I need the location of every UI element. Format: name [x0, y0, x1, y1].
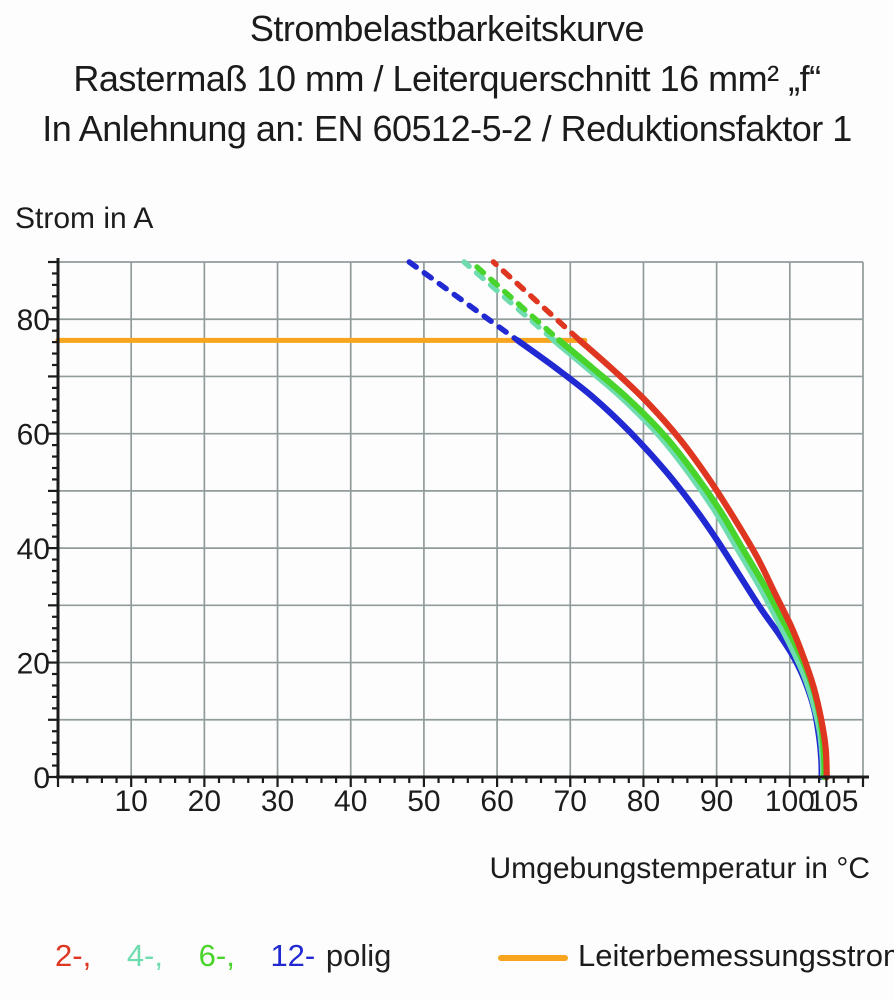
legend-item-2polig: 2-, [55, 938, 92, 973]
x-tick-label-10: 10 [114, 785, 147, 818]
curve-dashed-2-polig [490, 259, 583, 344]
legend-item-6polig: 6-, [198, 938, 235, 973]
x-tick-label-70: 70 [554, 785, 587, 818]
x-tick-label-80: 80 [627, 785, 660, 818]
rated-current-legend-label: Leiterbemessungsstrom [578, 938, 894, 973]
x-tick-label-60: 60 [480, 785, 513, 818]
curve-solid-2-polig [576, 337, 830, 781]
y-tick-label-20: 20 [17, 648, 50, 681]
x-tick-label-105: 105 [808, 785, 858, 818]
y-tick-label-80: 80 [17, 304, 50, 337]
curve-solid-4-polig [551, 337, 827, 781]
legend-item-4polig: 4-, [126, 938, 163, 973]
x-tick-label-40: 40 [334, 785, 367, 818]
chart-title-line1: Strombelastbarkeitskurve [249, 8, 645, 49]
curve-dashed-6-polig [468, 259, 563, 344]
x-tick-label-20: 20 [188, 785, 221, 818]
legend-item-polig-suffix: polig [325, 938, 392, 973]
y-tick-label-0: 0 [33, 762, 50, 795]
curve-dashed-12-polig [406, 259, 521, 344]
chart-title-line3: In Anlehnung an: EN 60512-5-2 / Reduktio… [42, 108, 852, 149]
rated-current-line-swatch [498, 955, 568, 961]
legend-poles: 2-, 4-, 6-, 12- polig [55, 938, 418, 974]
x-tick-label-30: 30 [261, 785, 294, 818]
y-axis-title: Strom in A [15, 202, 154, 235]
chart-title-line2: Rastermaß 10 mm / Leiterquerschnitt 16 m… [73, 58, 821, 99]
x-tick-label-90: 90 [700, 785, 733, 818]
y-tick-label-60: 60 [17, 419, 50, 452]
legend-item-12polig: 12- [270, 938, 316, 973]
curve-solid-12-polig [514, 337, 825, 781]
x-tick-label-100: 100 [765, 785, 815, 818]
x-tick-label-50: 50 [407, 785, 440, 818]
curve-dashed-4-polig [461, 259, 557, 344]
y-tick-label-40: 40 [17, 533, 50, 566]
chart-title: Strombelastbarkeitskurve Rastermaß 10 mm… [0, 4, 894, 154]
x-axis-title: Umgebungstemperatur in °C [489, 852, 870, 885]
